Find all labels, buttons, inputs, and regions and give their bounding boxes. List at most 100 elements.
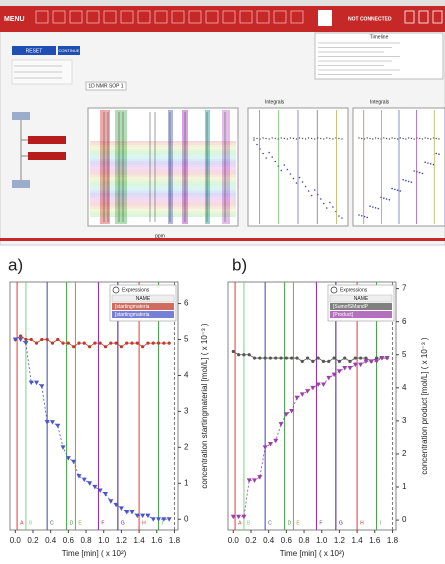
integral-point <box>410 181 413 183</box>
data-point <box>55 423 61 429</box>
data-point <box>299 392 305 397</box>
integral-point <box>307 137 310 139</box>
data-point <box>300 359 304 363</box>
continue-label[interactable]: CONTINUE <box>59 48 80 53</box>
toolbar-icon <box>205 10 219 24</box>
y-axis-label: concentration product [mol/L] ( x 10⁻³ ) <box>420 337 429 475</box>
flow-node <box>28 152 66 160</box>
integral-point <box>310 194 313 197</box>
tab[interactable] <box>85 81 127 91</box>
integral-point <box>438 138 440 140</box>
data-point <box>352 362 358 368</box>
legend-entry: [SumofSMandP <box>333 304 369 310</box>
integrals-title: Integrals <box>370 99 390 105</box>
y-tick-label: 5 <box>402 350 407 359</box>
data-point <box>242 353 246 357</box>
event-label: G <box>339 520 343 526</box>
y-tick-label: 7 <box>402 284 407 293</box>
y-tick-label: 2 <box>184 442 189 451</box>
data-point <box>92 484 98 490</box>
data-point <box>278 422 284 427</box>
x-tick-label: 0.8 <box>298 536 310 545</box>
data-point <box>332 356 336 360</box>
integral-point <box>295 138 298 140</box>
y-tick-label: 6 <box>184 299 189 308</box>
toolbar <box>0 6 445 32</box>
data-point <box>114 341 118 345</box>
integral-point <box>383 137 385 139</box>
data-point <box>134 513 140 519</box>
integral-point <box>427 162 429 164</box>
toolbar-icon <box>318 10 332 26</box>
data-point <box>156 341 161 345</box>
data-point <box>108 499 114 504</box>
integral-point <box>265 137 267 140</box>
data-point <box>50 341 55 345</box>
integral-point <box>374 137 377 139</box>
integral-point <box>320 137 322 140</box>
integral-point <box>399 190 402 192</box>
x-tick-label: 0.6 <box>281 536 293 545</box>
y-tick-label: 3 <box>184 407 189 416</box>
tab-label[interactable]: 1D NMR SOP 1 <box>88 83 123 89</box>
panel-label: b) <box>232 255 247 274</box>
data-point <box>72 345 76 349</box>
toolbar-icon <box>404 10 415 24</box>
data-point <box>40 337 44 342</box>
flow-node <box>28 136 66 144</box>
data-point <box>267 442 273 447</box>
integral-point <box>383 197 385 199</box>
plot-area <box>227 281 397 531</box>
data-point <box>379 356 385 361</box>
integral-point <box>289 137 292 139</box>
menu-button[interactable]: MENU <box>4 16 25 23</box>
reset-button[interactable] <box>12 46 56 55</box>
reset-label[interactable]: RESET <box>26 48 43 54</box>
event-label: A <box>20 520 24 526</box>
data-point <box>290 356 294 360</box>
integral-point <box>405 179 407 182</box>
event-label: A <box>238 520 242 526</box>
data-point <box>118 506 124 511</box>
y-tick-label: 0 <box>184 514 189 523</box>
x-tick-label: 0.6 <box>63 536 75 545</box>
data-point <box>23 341 29 346</box>
screenshot: MENU NOT CONNECTED RESET CONTINUE Timeli… <box>0 0 445 246</box>
integral-point <box>413 138 415 140</box>
data-point <box>268 356 273 360</box>
integral-point <box>322 202 325 205</box>
integral-point <box>307 190 310 192</box>
integral-point <box>329 137 331 140</box>
data-point <box>167 341 171 345</box>
integral-point <box>405 138 407 140</box>
integral-point <box>338 137 340 140</box>
legend-header-bg <box>111 294 175 303</box>
data-point <box>166 517 172 522</box>
integral-point <box>313 138 316 140</box>
integral-point <box>385 198 388 200</box>
data-point <box>384 356 390 361</box>
data-point <box>130 341 134 345</box>
integral-point <box>432 137 435 139</box>
integral-point <box>438 153 440 155</box>
toolbar-icon <box>86 10 100 24</box>
data-point <box>257 475 263 480</box>
data-point <box>103 345 108 349</box>
event-label: D <box>288 520 292 526</box>
data-point <box>18 337 24 343</box>
data-point <box>145 513 151 519</box>
data-point <box>98 341 102 345</box>
toolbar-icon <box>188 10 202 24</box>
data-point <box>358 362 364 368</box>
integral-point <box>332 206 334 208</box>
y-axis-label: concentration startingmaterial [mol/L] (… <box>200 323 209 489</box>
integral-point <box>407 180 410 183</box>
event-label: D <box>70 520 74 526</box>
continue-button[interactable] <box>58 46 80 55</box>
data-point <box>34 341 39 345</box>
data-point <box>247 353 251 357</box>
integral-point <box>341 138 343 140</box>
status-bar <box>0 238 445 241</box>
data-point <box>331 372 337 378</box>
